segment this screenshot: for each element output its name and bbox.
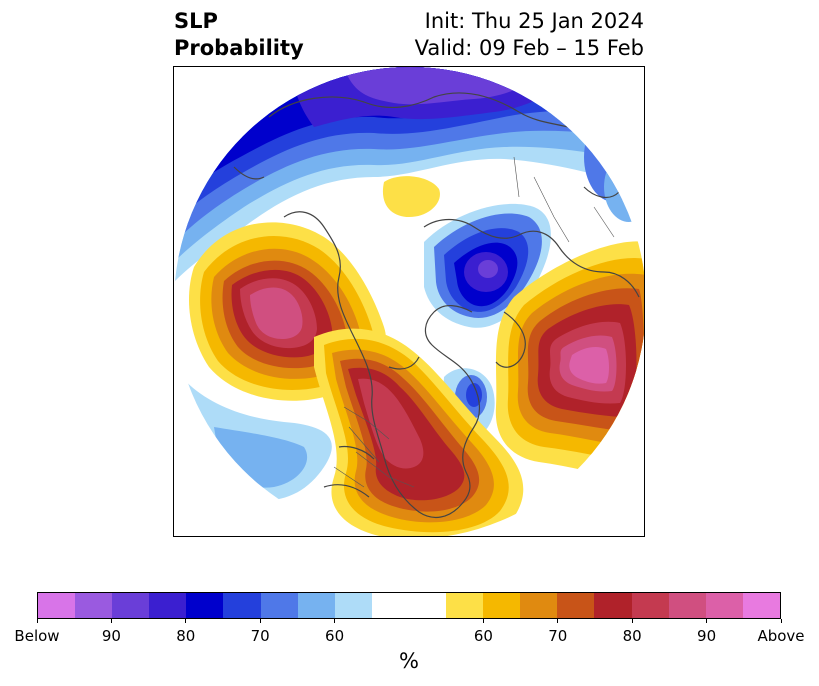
country-borders <box>333 156 615 488</box>
colorbar-segment <box>297 593 335 618</box>
colorbar-segment <box>705 593 743 618</box>
colorbar-tick-label: 70 <box>250 627 270 645</box>
title-quantity: Probability <box>174 36 304 60</box>
colorbar-tickmark <box>780 619 782 623</box>
colorbar-segment <box>75 593 113 618</box>
colorbar-segment <box>223 593 261 618</box>
colorbar-segment <box>371 593 447 618</box>
title-variable: SLP <box>174 9 218 33</box>
colorbar-tick-label: 80 <box>622 627 642 645</box>
colorbar-segment <box>334 593 372 618</box>
colorbar-segment <box>149 593 187 618</box>
colorbar-unit-label: % <box>399 649 419 673</box>
probability-map <box>174 67 644 536</box>
colorbar-tick-label: Above <box>757 627 805 645</box>
colorbar-segment <box>668 593 706 618</box>
colorbar-tickmark <box>334 619 336 623</box>
colorbar-tickmark <box>706 619 708 623</box>
colorbar-tickmark <box>482 619 484 623</box>
colorbar-tick-label: Below <box>14 627 60 645</box>
colorbar-tickmark <box>631 619 633 623</box>
polar-map-panel <box>173 66 645 537</box>
above-normal-atlantic-high <box>495 241 644 487</box>
colorbar-tick-label: 60 <box>325 627 345 645</box>
valid-range: Valid: 09 Feb – 15 Feb <box>414 36 644 60</box>
colorbar-tick-label: 90 <box>697 627 717 645</box>
colorbar-tickmark <box>557 619 559 623</box>
colorbar-segment <box>631 593 669 618</box>
colorbar-segment <box>594 593 632 618</box>
colorbar-tickmark <box>185 619 187 623</box>
colorbar-segment <box>520 593 558 618</box>
colorbar-segment <box>446 593 484 618</box>
colorbar-segment <box>483 593 521 618</box>
above-normal-polar-patch <box>382 176 440 217</box>
colorbar-tickmark <box>36 619 38 623</box>
colorbar-tick-label: 60 <box>473 627 493 645</box>
colorbar-tick-label: 90 <box>101 627 121 645</box>
chart-title-right: Init: Thu 25 Jan 2024 Valid: 09 Feb – 15… <box>415 8 644 62</box>
colorbar-segment <box>557 593 595 618</box>
init-date: Init: Thu 25 Jan 2024 <box>424 9 644 33</box>
chart-title-left: SLP Probability <box>174 8 304 62</box>
coastlines <box>233 92 644 519</box>
colorbar-tick-label: 80 <box>176 627 196 645</box>
colorbar-segment <box>186 593 224 618</box>
colorbar-segment <box>260 593 298 618</box>
colorbar-tick-label: 70 <box>548 627 568 645</box>
colorbar-segment <box>742 593 780 618</box>
colorbar-segment <box>38 593 76 618</box>
colorbar-segment <box>112 593 150 618</box>
colorbar-tickmark <box>110 619 112 623</box>
colorbar-tickmark <box>259 619 261 623</box>
probability-colorbar <box>37 592 781 619</box>
